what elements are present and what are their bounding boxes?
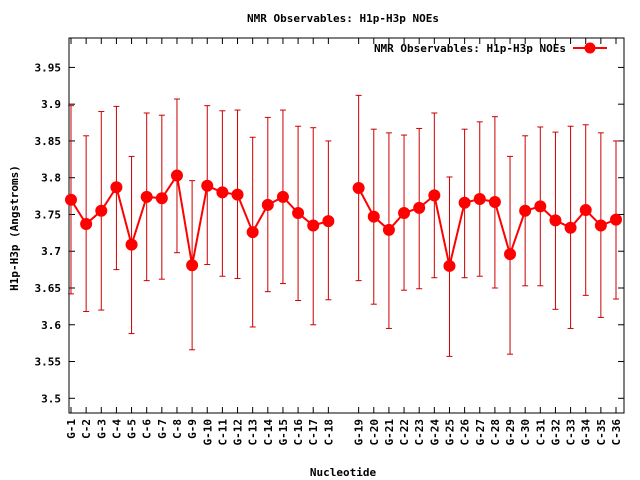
x-tick-label: G-9 bbox=[186, 419, 199, 439]
data-point bbox=[216, 186, 229, 199]
x-tick-label: C-17 bbox=[307, 419, 320, 446]
x-axis-label: Nucleotide bbox=[310, 466, 377, 479]
x-tick-label: C-26 bbox=[459, 419, 472, 446]
data-point bbox=[398, 207, 411, 219]
x-tick-label: C-11 bbox=[216, 419, 229, 446]
x-tick-label: C-14 bbox=[262, 419, 275, 446]
x-tick-label: G-10 bbox=[201, 419, 214, 446]
data-point bbox=[140, 190, 153, 203]
y-tick-label: 3.5 bbox=[41, 392, 61, 405]
x-tick-label: C-28 bbox=[489, 419, 502, 446]
legend: NMR Observables: H1p-H3p NOEs bbox=[374, 42, 607, 55]
x-tick-label: G-32 bbox=[549, 419, 562, 446]
data-point bbox=[170, 169, 183, 182]
data-point bbox=[95, 204, 108, 217]
y-tick-label: 3.95 bbox=[35, 61, 62, 74]
x-tick-label: G-5 bbox=[126, 419, 139, 439]
x-tick-label: C-36 bbox=[610, 419, 623, 446]
x-tick-label: G-15 bbox=[277, 419, 290, 446]
x-tick-label: C-4 bbox=[110, 419, 123, 439]
data-point bbox=[80, 218, 93, 231]
data-point bbox=[322, 215, 335, 228]
y-tick-label: 3.85 bbox=[35, 135, 62, 148]
x-tick-label: G-12 bbox=[232, 419, 245, 446]
data-point bbox=[413, 201, 426, 214]
x-tick-label: G-34 bbox=[580, 419, 593, 446]
x-tick-label: C-8 bbox=[171, 419, 184, 439]
y-tick-label: 3.65 bbox=[35, 282, 62, 295]
x-tick-label: G-1 bbox=[65, 419, 78, 439]
x-tick-label: G-19 bbox=[353, 419, 366, 446]
data-point bbox=[292, 207, 305, 219]
data-point bbox=[231, 188, 244, 201]
data-point bbox=[519, 204, 532, 217]
data-point bbox=[201, 179, 214, 192]
x-tick-label: C-2 bbox=[80, 419, 93, 439]
data-point bbox=[382, 223, 395, 236]
x-tick-label: C-33 bbox=[565, 419, 578, 446]
x-tick-label: C-16 bbox=[292, 419, 305, 446]
data-point bbox=[155, 192, 168, 205]
x-tick-label: G-25 bbox=[443, 419, 456, 446]
data-point bbox=[428, 189, 441, 202]
x-tick-label: G-21 bbox=[383, 419, 396, 446]
data-point bbox=[579, 204, 592, 217]
x-tick-label: G-7 bbox=[156, 419, 169, 439]
data-point bbox=[352, 182, 365, 194]
legend-marker bbox=[584, 42, 596, 54]
y-tick-label: 3.7 bbox=[41, 245, 61, 258]
x-tick-label: C-31 bbox=[534, 419, 547, 446]
x-tick-label: C-20 bbox=[368, 419, 381, 446]
data-point bbox=[549, 214, 562, 227]
x-tick-label: C-35 bbox=[595, 419, 608, 446]
data-point bbox=[610, 213, 622, 226]
data-point bbox=[564, 221, 577, 234]
data-point bbox=[276, 190, 289, 203]
y-tick-label: 3.55 bbox=[35, 356, 62, 369]
plot-area: 3.53.553.63.653.73.753.83.853.93.95G-1 C-… bbox=[35, 37, 625, 446]
data-point bbox=[110, 181, 123, 194]
x-tick-label: C-22 bbox=[398, 419, 411, 446]
data-point bbox=[504, 248, 517, 261]
x-tick-label: C-30 bbox=[519, 419, 532, 446]
data-point bbox=[186, 259, 199, 272]
data-point bbox=[125, 238, 138, 251]
plot-frame bbox=[68, 37, 625, 414]
data-point bbox=[367, 210, 380, 223]
data-point bbox=[443, 259, 456, 272]
data-point bbox=[307, 219, 320, 232]
x-tick-label: G-3 bbox=[95, 419, 108, 439]
data-point bbox=[488, 195, 501, 208]
data-point bbox=[458, 196, 471, 209]
x-tick-label: C-6 bbox=[141, 419, 154, 439]
data-point bbox=[246, 226, 259, 239]
x-tick-label: C-18 bbox=[322, 419, 335, 446]
x-tick-label: G-24 bbox=[428, 419, 441, 446]
x-tick-label: G-27 bbox=[474, 419, 487, 446]
x-tick-label: C-23 bbox=[413, 419, 426, 446]
x-tick-label: C-13 bbox=[247, 419, 260, 446]
legend-label: NMR Observables: H1p-H3p NOEs bbox=[374, 42, 566, 55]
y-tick-label: 3.6 bbox=[41, 319, 61, 332]
data-point bbox=[594, 219, 607, 232]
data-point bbox=[65, 193, 77, 206]
x-tick-label: G-29 bbox=[504, 419, 517, 446]
y-axis-label: H1p-H3p (Angstroms) bbox=[8, 165, 21, 291]
chart-title: NMR Observables: H1p-H3p NOEs bbox=[247, 12, 439, 25]
y-tick-label: 3.75 bbox=[35, 208, 62, 221]
series-line bbox=[357, 187, 617, 267]
data-point bbox=[473, 193, 486, 206]
y-tick-label: 3.8 bbox=[41, 172, 61, 185]
data-point bbox=[534, 200, 547, 213]
series-line bbox=[70, 172, 329, 266]
y-tick-label: 3.9 bbox=[41, 98, 61, 111]
data-point bbox=[261, 198, 274, 211]
